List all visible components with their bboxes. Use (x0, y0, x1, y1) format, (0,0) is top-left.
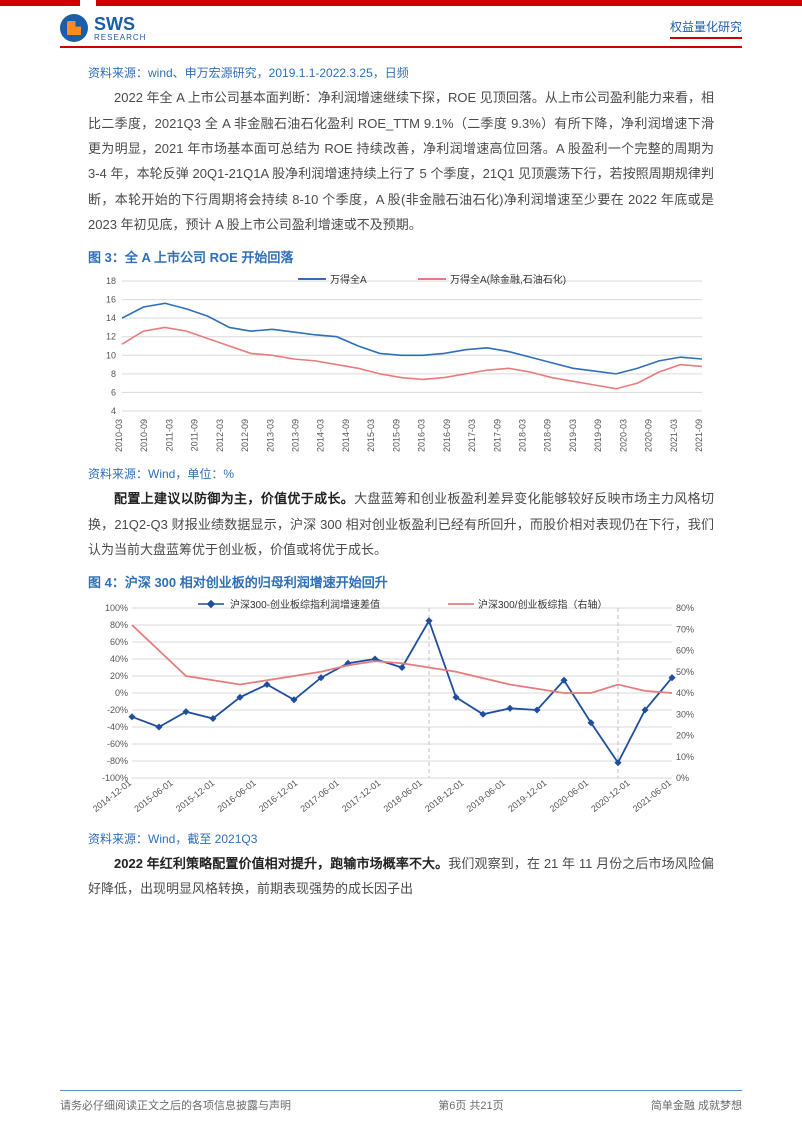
svg-text:2014-09: 2014-09 (341, 419, 351, 452)
logo-badge-icon (60, 14, 88, 42)
paragraph-3: 2022 年红利策略配置价值相对提升，跑输市场概率不大。我们观察到，在 21 年… (88, 851, 714, 902)
logo-text: SWS (94, 15, 146, 33)
svg-text:2019-12-01: 2019-12-01 (506, 777, 548, 813)
svg-text:2010-09: 2010-09 (139, 419, 149, 452)
svg-text:2013-03: 2013-03 (265, 419, 275, 452)
svg-text:2019-06-01: 2019-06-01 (465, 777, 507, 813)
svg-text:2015-09: 2015-09 (391, 419, 401, 452)
svg-text:2017-06-01: 2017-06-01 (298, 777, 340, 813)
svg-text:2011-09: 2011-09 (190, 419, 200, 451)
svg-text:2010-03: 2010-03 (114, 419, 124, 452)
svg-text:2018-09: 2018-09 (543, 419, 553, 452)
paragraph-2: 配置上建议以防御为主，价值优于成长。大盘蓝筹和创业板盈利差异变化能够较好反映市场… (88, 486, 714, 562)
svg-text:16: 16 (106, 294, 116, 304)
svg-text:8: 8 (111, 369, 116, 379)
footer-page-number: 第6页 共21页 (438, 1097, 503, 1113)
svg-text:80%: 80% (676, 603, 694, 613)
svg-text:0%: 0% (676, 773, 689, 783)
footer-disclaimer: 请务必仔细阅读正文之后的各项信息披露与声明 (60, 1097, 291, 1113)
svg-text:2020-09: 2020-09 (644, 419, 654, 452)
figure-3-chart: 4 6 8 10 12 14 16 18 2010-03 2010-09 2011-03 2011-0… (88, 273, 714, 463)
svg-text:10%: 10% (676, 751, 694, 761)
main-content: 资料来源：wind、申万宏源研究，2019.1.1-2022.3.25，日频 2… (0, 48, 802, 902)
paragraph-1: 2022 年全 A 上市公司基本面判断：净利润增速继续下探，ROE 见顶回落。从… (88, 85, 714, 237)
svg-text:2018-03: 2018-03 (517, 419, 527, 452)
svg-text:60%: 60% (110, 637, 128, 647)
svg-text:万得全A(除金融,石油石化): 万得全A(除金融,石油石化) (450, 273, 566, 286)
svg-text:2016-09: 2016-09 (442, 419, 452, 452)
svg-text:14: 14 (106, 313, 116, 323)
doc-type-label: 权益量化研究 (670, 18, 742, 39)
logo-subtext: RESEARCH (94, 33, 146, 42)
source-note-1: 资料来源：wind、申万宏源研究，2019.1.1-2022.3.25，日频 (88, 62, 714, 85)
svg-text:2011-03: 2011-03 (164, 419, 174, 451)
svg-text:沪深300-创业板综指利润增速差值: 沪深300-创业板综指利润增速差值 (230, 598, 380, 611)
svg-text:2016-03: 2016-03 (417, 419, 427, 452)
svg-text:2014-12-01: 2014-12-01 (91, 777, 133, 813)
paragraph-2-lead: 配置上建议以防御为主，价值优于成长。 (114, 491, 354, 506)
footer-slogan: 简单金融 成就梦想 (651, 1097, 742, 1113)
svg-text:10: 10 (106, 350, 116, 360)
page-header: SWS RESEARCH 权益量化研究 (0, 6, 802, 46)
svg-text:2020-03: 2020-03 (618, 419, 628, 452)
page-footer: 请务必仔细阅读正文之后的各项信息披露与声明 第6页 共21页 简单金融 成就梦想 (0, 1090, 802, 1133)
svg-text:-80%: -80% (107, 756, 128, 766)
svg-text:40%: 40% (676, 688, 694, 698)
svg-text:2015-03: 2015-03 (366, 419, 376, 452)
svg-text:12: 12 (106, 332, 116, 342)
svg-text:2018-06-01: 2018-06-01 (382, 777, 424, 813)
svg-text:2018-12-01: 2018-12-01 (423, 777, 465, 813)
svg-text:18: 18 (106, 276, 116, 286)
svg-text:万得全A: 万得全A (330, 273, 367, 286)
svg-text:100%: 100% (105, 603, 128, 613)
svg-text:2012-03: 2012-03 (215, 419, 225, 452)
svg-text:30%: 30% (676, 709, 694, 719)
svg-text:2021-09: 2021-09 (694, 419, 704, 452)
figure-3-title: 图 3：全 A 上市公司 ROE 开始回落 (88, 245, 714, 270)
svg-text:2019-09: 2019-09 (593, 419, 603, 452)
svg-text:2015-06-01: 2015-06-01 (132, 777, 174, 813)
svg-text:2021-03: 2021-03 (669, 419, 679, 452)
svg-text:2016-12-01: 2016-12-01 (257, 777, 299, 813)
svg-text:2012-09: 2012-09 (240, 419, 250, 452)
footer-divider (60, 1090, 742, 1091)
svg-text:2021-06-01: 2021-06-01 (631, 777, 673, 813)
figure-4-chart: -100%-80%-60%-40%-20%0%20%40%60%80%100%0… (88, 598, 714, 828)
paragraph-3-lead: 2022 年红利策略配置价值相对提升，跑输市场概率不大。 (114, 856, 448, 871)
svg-text:2017-12-01: 2017-12-01 (340, 777, 382, 813)
svg-text:0%: 0% (115, 688, 128, 698)
svg-text:20%: 20% (676, 730, 694, 740)
source-note-2: 资料来源：Wind，单位：% (88, 463, 714, 486)
svg-text:20%: 20% (110, 671, 128, 681)
svg-text:-20%: -20% (107, 705, 128, 715)
svg-text:2017-09: 2017-09 (492, 419, 502, 452)
svg-text:2016-06-01: 2016-06-01 (215, 777, 257, 813)
svg-text:2019-03: 2019-03 (568, 419, 578, 452)
svg-text:2014-03: 2014-03 (316, 419, 326, 452)
svg-text:2013-09: 2013-09 (291, 419, 301, 452)
logo: SWS RESEARCH (60, 14, 146, 42)
svg-text:60%: 60% (676, 645, 694, 655)
svg-text:50%: 50% (676, 666, 694, 676)
svg-text:80%: 80% (110, 620, 128, 630)
svg-text:2020-12-01: 2020-12-01 (589, 777, 631, 813)
svg-text:-60%: -60% (107, 739, 128, 749)
svg-text:2015-12-01: 2015-12-01 (174, 777, 216, 813)
svg-text:70%: 70% (676, 624, 694, 634)
svg-text:2017-03: 2017-03 (467, 419, 477, 452)
svg-text:-40%: -40% (107, 722, 128, 732)
svg-text:40%: 40% (110, 654, 128, 664)
svg-text:6: 6 (111, 387, 116, 397)
figure-4-title: 图 4：沪深 300 相对创业板的归母利润增速开始回升 (88, 570, 714, 595)
svg-text:沪深300/创业板综指（右轴）: 沪深300/创业板综指（右轴） (478, 598, 607, 611)
source-note-3: 资料来源：Wind，截至 2021Q3 (88, 828, 714, 851)
svg-text:2020-06-01: 2020-06-01 (548, 777, 590, 813)
svg-text:4: 4 (111, 406, 116, 416)
